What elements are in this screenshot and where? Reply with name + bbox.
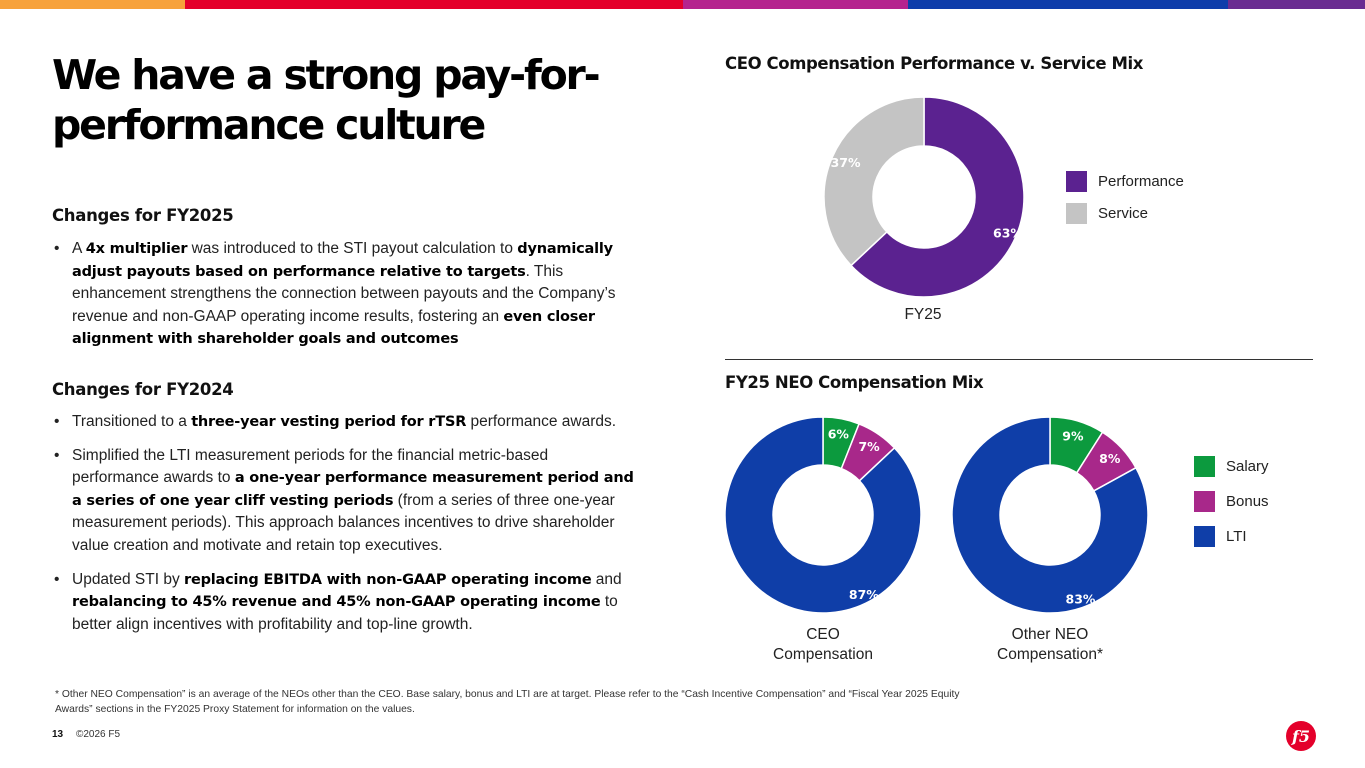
bullet-item: Simplified the LTI measurement periods f… [52,445,637,558]
neo-mix-chart-title: FY25 NEO Compensation Mix [725,373,984,392]
bullet-text: A [72,240,86,257]
fy2025-heading: Changes for FY2025 [52,206,234,225]
bullet-bold-text: dynamically adjust payouts based on perf… [72,241,613,280]
other-neo-caption-line1: Other NEO [1011,626,1089,643]
bullet-text: Simplified the LTI measurement periods f… [72,446,549,487]
bullet-bold-text: even closer alignment with shareholder g… [72,308,595,348]
legend-label-service: Service [1098,205,1149,222]
top-bar-segment [1228,0,1365,9]
ceo-comp-label-lti: 87% [849,587,879,602]
f5-logo-icon: f5 [1286,721,1316,751]
ceo-mix-slice-performance [850,96,1025,298]
ceo-comp-label-salary: 6% [828,426,850,441]
neo-mix-legend: Salary Bonus LTI [1194,456,1269,558]
bullet-item: A 4x multiplier was introduced to the ST… [52,238,637,351]
page-title: We have a strong pay-for-performance cul… [52,51,601,149]
ceo-mix-legend: Performance Service [1066,171,1184,235]
legend-swatch-salary [1194,456,1215,477]
legend-item-salary: Salary [1194,456,1269,477]
legend-swatch-bonus [1194,491,1215,512]
other-neo-comp-slice-lti [951,416,1149,614]
ceo-comp-slice-lti [724,416,922,614]
bullet-text: (from a series of three one-year measure… [72,491,615,554]
ceo-compensation-caption: CEO Compensation [748,625,898,665]
bullet-item: Transitioned to a three-year vesting per… [52,411,637,434]
legend-item-service: Service [1066,203,1184,224]
top-bar-segment [683,0,908,9]
bullet-text: and [591,570,622,588]
page-number: 13 [52,729,64,740]
bullet-text: . This enhancement strengthens the conne… [72,262,616,325]
ceo-caption-line1: CEO [806,626,840,643]
legend-label-lti: LTI [1226,528,1247,545]
legend-label-bonus: Bonus [1226,493,1269,510]
fy2025-bullet-list: A 4x multiplier was introduced to the ST… [52,238,637,362]
fy2024-heading: Changes for FY2024 [52,380,234,399]
legend-item-bonus: Bonus [1194,491,1269,512]
bullet-bold-text: rebalancing to 45% revenue and 45% non-G… [72,594,601,611]
copyright: ©2026 F5 [76,729,121,740]
ceo-performance-service-donut: 63% 37% [823,96,1025,298]
legend-swatch-service [1066,203,1087,224]
footnote: * Other NEO Compensation” is an average … [55,689,960,715]
bullet-bold-text: three-year vesting period for rTSR [191,414,467,430]
legend-item-lti: LTI [1194,526,1269,547]
bullet-text: performance awards. [466,413,617,430]
ceo-comp-label-bonus: 7% [858,439,880,454]
other-neo-compensation-caption: Other NEO Compensation* [975,625,1125,665]
legend-label-performance: Performance [1098,173,1184,190]
logo-text: f5 [1291,727,1310,746]
top-bar-segment [185,0,683,9]
other-neo-comp-label-salary: 9% [1062,428,1084,443]
other-neo-caption-line2: Compensation* [997,646,1103,663]
bullet-bold-text: 4x multiplier [85,241,188,257]
legend-swatch-lti [1194,526,1215,547]
ceo-caption-line2: Compensation [773,646,873,663]
top-color-bar [0,0,1365,9]
top-bar-segment [0,0,185,9]
bullet-text: Transitioned to a [72,413,192,430]
ceo-mix-chart-title: CEO Compensation Performance v. Service … [725,54,1144,73]
bullet-item: Updated STI by replacing EBITDA with non… [52,569,637,637]
ceo-mix-slice-service [823,96,925,267]
top-bar-segment [908,0,1228,9]
ceo-compensation-donut: 6% 7% 87% [724,416,922,614]
legend-label-salary: Salary [1226,458,1269,475]
bullet-text: was introduced to the STI payout calcula… [187,240,518,257]
bullet-bold-text: replacing EBITDA with non-GAAP operating… [184,571,592,588]
other-neo-comp-label-lti: 83% [1066,592,1096,607]
ceo-mix-label-service: 37% [831,155,861,170]
legend-swatch-performance [1066,171,1087,192]
other-neo-comp-label-bonus: 8% [1099,451,1121,466]
section-divider [725,359,1313,360]
legend-item-performance: Performance [1066,171,1184,192]
other-neo-compensation-donut: 9% 8% 83% [951,416,1149,614]
ceo-mix-label-performance: 63% [993,225,1023,240]
bullet-text: Updated STI by [72,570,185,588]
bullet-bold-text: a one-year performance measurement perio… [72,470,634,509]
ceo-mix-caption: FY25 [904,306,942,323]
fy2024-bullet-list: Transitioned to a three-year vesting per… [52,411,637,647]
bullet-text: to better align incentives with profitab… [72,593,618,633]
